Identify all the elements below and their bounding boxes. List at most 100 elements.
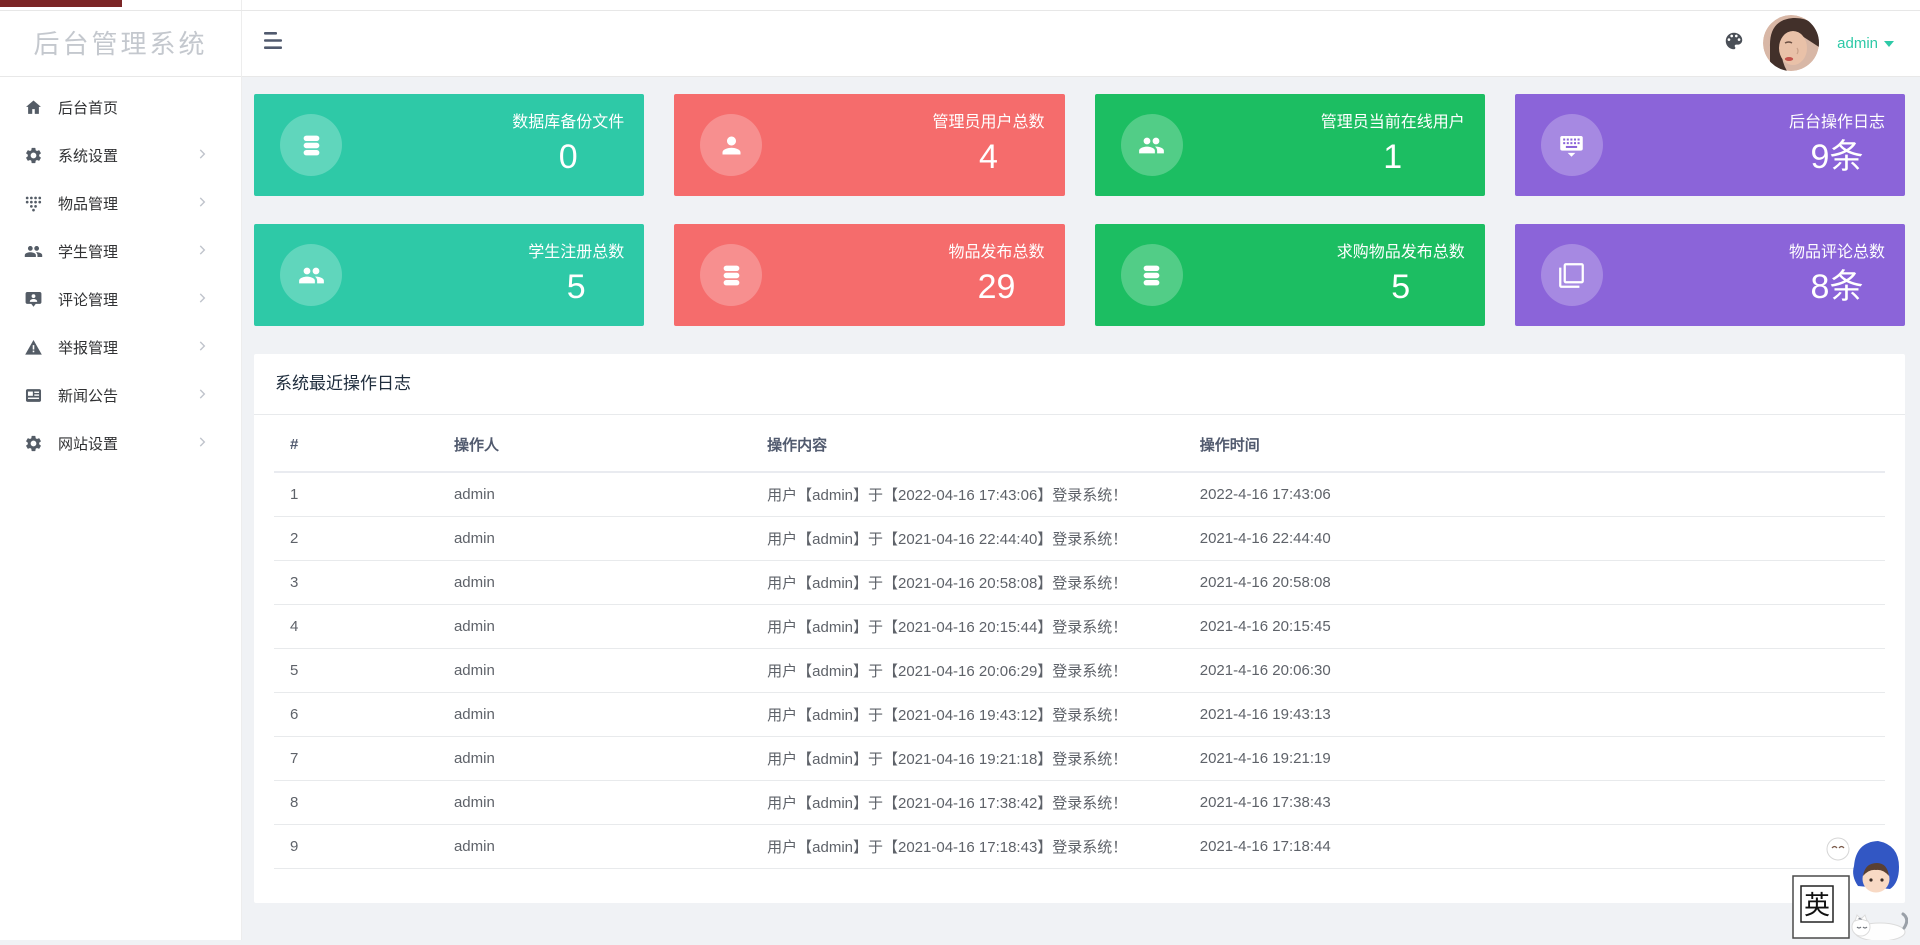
app-logo: 后台管理系统 xyxy=(0,0,241,77)
stat-card-db-backup[interactable]: 数据库备份文件 0 xyxy=(254,94,645,196)
cell-content: 用户【admin】于【2021-04-16 20:06:29】登录系统！ xyxy=(751,648,1184,693)
cell-id: 3 xyxy=(274,560,438,605)
gear-icon xyxy=(24,434,43,453)
sidebar-item-students[interactable]: 学生管理 xyxy=(0,227,241,275)
cell-time: 2021-4-16 20:15:45 xyxy=(1183,604,1885,649)
cell-operator: admin xyxy=(437,604,752,649)
cell-operator: admin xyxy=(437,648,752,693)
cell-content: 用户【admin】于【2021-04-16 19:43:12】登录系统！ xyxy=(751,692,1184,737)
cell-operator: admin xyxy=(437,824,752,869)
table-row: 4 admin 用户【admin】于【2021-04-16 20:15:44】登… xyxy=(274,604,1885,649)
column-header-id: # xyxy=(274,415,438,473)
cell-id: 7 xyxy=(274,736,438,781)
stat-card-label: 物品评论总数 xyxy=(1788,244,1885,262)
sidebar-item-goods[interactable]: 物品管理 xyxy=(0,179,241,227)
top-edge-line xyxy=(0,10,1920,11)
stat-card-label: 管理员用户总数 xyxy=(932,114,1045,132)
column-header-content: 操作内容 xyxy=(751,415,1184,473)
mascot-text: 英 xyxy=(1804,890,1830,920)
stat-card-value: 0 xyxy=(558,137,578,176)
stat-card-label: 学生注册总数 xyxy=(528,244,625,262)
sidebar-item-comments[interactable]: 评论管理 xyxy=(0,275,241,323)
hamburger-icon[interactable] xyxy=(264,31,286,56)
cell-content: 用户【admin】于【2021-04-16 17:18:43】登录系统！ xyxy=(751,824,1184,869)
chevron-right-icon xyxy=(195,387,209,401)
keyboard-icon xyxy=(1540,114,1603,176)
stat-card-label: 物品发布总数 xyxy=(948,244,1045,262)
stat-card-value: 5 xyxy=(566,267,586,306)
cell-time: 2021-4-16 19:43:13 xyxy=(1183,692,1885,737)
dots-grid-icon xyxy=(24,194,43,213)
cell-time: 2021-4-16 20:58:08 xyxy=(1183,560,1885,605)
stat-card-online-admins[interactable]: 管理员当前在线用户 1 xyxy=(1094,94,1485,196)
sidebar-item-system-settings[interactable]: 系统设置 xyxy=(0,131,241,179)
sidebar-item-site-settings[interactable]: 网站设置 xyxy=(0,419,241,467)
chevron-right-icon xyxy=(195,339,209,353)
stat-card-value: 8条 xyxy=(1810,267,1864,306)
stat-card-label: 管理员当前在线用户 xyxy=(1320,114,1465,132)
chevron-right-icon xyxy=(195,195,209,209)
cell-time: 2021-4-16 20:06:30 xyxy=(1183,648,1885,693)
gear-icon xyxy=(24,146,43,165)
stat-card-value: 9条 xyxy=(1810,137,1864,176)
avatar[interactable] xyxy=(1763,15,1820,71)
table-row: 5 admin 用户【admin】于【2021-04-16 20:06:29】登… xyxy=(274,648,1885,693)
cell-content: 用户【admin】于【2021-04-16 17:38:42】登录系统！ xyxy=(751,780,1184,825)
cell-operator: admin xyxy=(437,736,752,781)
chevron-right-icon xyxy=(195,435,209,449)
stat-card-students[interactable]: 学生注册总数 5 xyxy=(254,224,645,326)
cell-time: 2021-4-16 22:44:40 xyxy=(1183,516,1885,561)
column-header-operator: 操作人 xyxy=(437,415,752,473)
user-menu[interactable]: admin xyxy=(1837,35,1894,52)
sidebar-item-reports[interactable]: 举报管理 xyxy=(0,323,241,371)
chevron-right-icon xyxy=(195,243,209,257)
username: admin xyxy=(1837,34,1878,52)
cell-content: 用户【admin】于【2022-04-16 17:43:06】登录系统！ xyxy=(751,472,1184,517)
log-table: # 操作人 操作内容 操作时间 1 admin 用户【admin】于【2022-… xyxy=(274,415,1885,869)
caret-down-icon xyxy=(1884,41,1894,47)
cell-id: 4 xyxy=(274,604,438,649)
news-icon xyxy=(24,386,43,405)
cell-time: 2021-4-16 19:21:19 xyxy=(1183,736,1885,781)
sidebar-item-label: 后台首页 xyxy=(58,99,119,117)
sidebar-item-label: 举报管理 xyxy=(58,339,119,357)
cell-content: 用户【admin】于【2021-04-16 22:44:40】登录系统！ xyxy=(751,516,1184,561)
warning-icon xyxy=(24,338,43,357)
column-header-time: 操作时间 xyxy=(1183,415,1885,473)
cell-id: 2 xyxy=(274,516,438,561)
palette-icon[interactable] xyxy=(1723,30,1745,57)
mascot-image: 英 xyxy=(1786,836,1909,942)
log-panel-title: 系统最近操作日志 xyxy=(254,354,1905,415)
stat-card-goods-comments[interactable]: 物品评论总数 8条 xyxy=(1514,224,1905,326)
table-row: 3 admin 用户【admin】于【2021-04-16 20:58:08】登… xyxy=(274,560,1885,605)
user-icon xyxy=(700,114,763,176)
cell-time: 2021-4-16 17:18:44 xyxy=(1183,824,1885,869)
cell-id: 1 xyxy=(274,472,438,517)
sidebar-item-home[interactable]: 后台首页 xyxy=(0,83,241,131)
sidebar-item-news[interactable]: 新闻公告 xyxy=(0,371,241,419)
stat-card-label: 后台操作日志 xyxy=(1788,114,1885,132)
home-icon xyxy=(24,98,43,117)
cell-time: 2021-4-16 17:38:43 xyxy=(1183,780,1885,825)
cell-operator: admin xyxy=(437,560,752,605)
stat-card-wanted-posted[interactable]: 求购物品发布总数 5 xyxy=(1094,224,1485,326)
cell-content: 用户【admin】于【2021-04-16 19:21:18】登录系统！ xyxy=(751,736,1184,781)
sidebar-menu: 后台首页 系统设置 物品管理 学生管理 评论管理 xyxy=(0,77,241,467)
database-icon xyxy=(700,244,763,306)
stat-card-value: 1 xyxy=(1383,137,1403,176)
table-row: 6 admin 用户【admin】于【2021-04-16 19:43:12】登… xyxy=(274,692,1885,737)
stat-card-admin-users[interactable]: 管理员用户总数 4 xyxy=(674,94,1065,196)
stat-card-label: 数据库备份文件 xyxy=(512,114,625,132)
people-icon xyxy=(280,244,342,306)
stat-card-goods-posted[interactable]: 物品发布总数 29 xyxy=(674,224,1065,326)
chevron-right-icon xyxy=(195,147,209,161)
cell-content: 用户【admin】于【2021-04-16 20:58:08】登录系统！ xyxy=(751,560,1184,605)
chevron-right-icon xyxy=(195,291,209,305)
table-row: 9 admin 用户【admin】于【2021-04-16 17:18:43】登… xyxy=(274,824,1885,869)
topbar: admin xyxy=(242,0,1920,77)
stat-card-op-logs[interactable]: 后台操作日志 9条 xyxy=(1514,94,1905,196)
stat-cards: 数据库备份文件 0 管理员用户总数 4 管理员当前在线用户 1 xyxy=(254,94,1905,326)
people-icon xyxy=(1120,114,1183,176)
sidebar-item-label: 评论管理 xyxy=(58,291,119,309)
stat-card-value: 4 xyxy=(979,137,998,176)
